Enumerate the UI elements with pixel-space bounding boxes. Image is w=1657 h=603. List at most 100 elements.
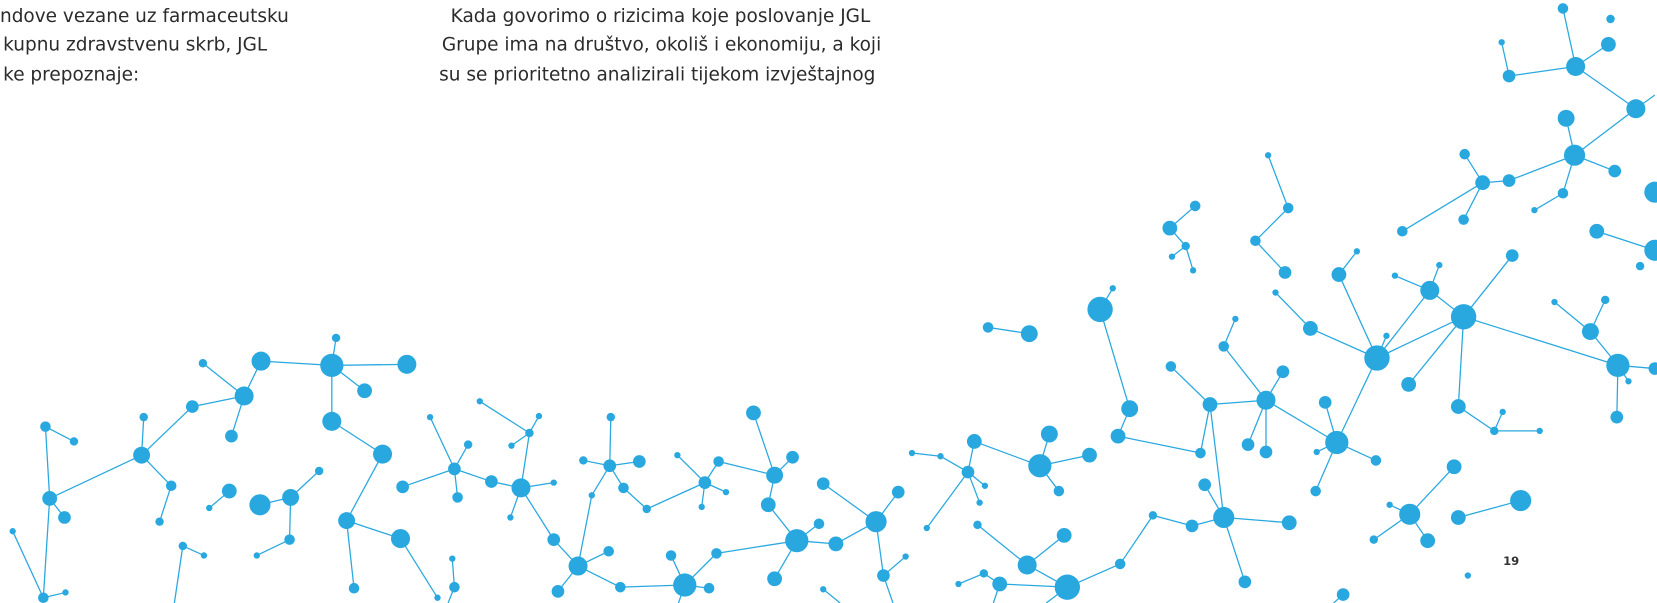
network-node — [357, 383, 372, 399]
network-node — [1281, 515, 1297, 531]
network-node — [133, 446, 151, 464]
network-node — [58, 511, 71, 524]
network-node — [1364, 345, 1390, 371]
network-node — [786, 450, 799, 464]
network-node — [1498, 39, 1505, 46]
network-node — [9, 528, 16, 535]
network-node — [820, 586, 827, 593]
network-node — [1399, 503, 1421, 525]
network-node — [485, 475, 498, 488]
network-node — [642, 504, 651, 514]
middle-column: Kada govorimo o rizicima koje poslovanje… — [439, 6, 881, 85]
network-node — [476, 398, 483, 405]
network-node — [1644, 239, 1657, 261]
network-node — [1213, 506, 1235, 529]
network-node — [1256, 390, 1276, 410]
network-node — [865, 511, 887, 533]
network-node — [1464, 572, 1472, 579]
network-node — [1276, 365, 1290, 379]
network-node — [603, 459, 617, 473]
text-line: ndove vezane uz farmaceutsku — [0, 6, 289, 27]
network-node — [1459, 148, 1470, 160]
network-node — [1581, 323, 1599, 341]
network-node — [828, 536, 844, 552]
network-node — [711, 548, 722, 559]
network-node — [673, 573, 697, 597]
network-node — [588, 492, 595, 499]
network-node — [992, 576, 1008, 592]
network-node — [713, 456, 724, 467]
network-node — [1162, 220, 1178, 236]
network-node — [1401, 377, 1417, 392]
left-column: ndove vezane uz farmaceutsku kupnu zdrav… — [0, 6, 289, 85]
network-node — [449, 555, 456, 562]
network-node — [449, 581, 460, 593]
network-node — [139, 412, 148, 422]
network-node — [579, 456, 588, 465]
network-node — [69, 437, 79, 446]
network-node — [185, 400, 199, 413]
text-line: su se prioritetno analizirali tijekom iz… — [439, 64, 875, 85]
network-node — [1502, 174, 1516, 187]
network-node — [165, 480, 177, 492]
network-node — [1259, 445, 1273, 459]
network-node — [155, 517, 164, 526]
network-node — [1282, 202, 1294, 214]
network-node — [785, 529, 809, 553]
network-node — [766, 466, 784, 484]
network-node — [674, 451, 681, 459]
network-node — [1336, 588, 1350, 601]
network-node — [507, 514, 514, 521]
network-node — [982, 322, 994, 333]
network-node — [1564, 144, 1586, 166]
network-node — [1566, 57, 1586, 77]
network-node — [981, 482, 989, 489]
network-node — [348, 582, 360, 594]
network-node — [891, 485, 905, 499]
network-node — [877, 569, 890, 582]
network-node — [550, 479, 557, 486]
network-node — [1040, 425, 1058, 443]
network-node — [1626, 99, 1646, 119]
network-node — [1053, 485, 1065, 497]
network-node — [511, 478, 531, 498]
network-node — [525, 428, 534, 438]
network-node — [1557, 187, 1569, 199]
network-node — [234, 386, 254, 406]
network-node — [979, 569, 989, 578]
network-node — [331, 333, 341, 343]
network-links — [12, 8, 1656, 603]
network-node — [908, 449, 916, 457]
text-line: Grupe ima na društvo, okoliš i ekonomiju… — [442, 35, 881, 56]
network-node — [698, 503, 705, 511]
network-node — [615, 581, 626, 593]
network-node — [1264, 152, 1272, 159]
network-node — [249, 494, 271, 516]
network-node — [813, 518, 825, 530]
network-node — [1386, 501, 1393, 508]
network-node — [1189, 267, 1197, 274]
network-node — [1278, 266, 1292, 279]
text-line: ke prepoznaje: — [3, 64, 139, 85]
network-node — [397, 354, 417, 374]
network-node — [1420, 533, 1436, 549]
network-node — [314, 466, 324, 476]
network-node — [508, 442, 515, 449]
network-node — [1644, 181, 1657, 203]
network-node — [1370, 455, 1382, 466]
network-node — [547, 533, 561, 546]
network-node — [535, 412, 543, 420]
network-node — [1185, 519, 1199, 533]
network-node — [1490, 426, 1499, 436]
network-node — [1450, 399, 1466, 414]
network-node — [618, 482, 629, 494]
network-node — [42, 491, 58, 506]
network-node — [426, 413, 434, 421]
network-node — [551, 585, 565, 598]
network-node — [1189, 200, 1201, 212]
network-node — [62, 589, 69, 596]
network-node — [1165, 361, 1177, 372]
network-node — [320, 353, 344, 378]
